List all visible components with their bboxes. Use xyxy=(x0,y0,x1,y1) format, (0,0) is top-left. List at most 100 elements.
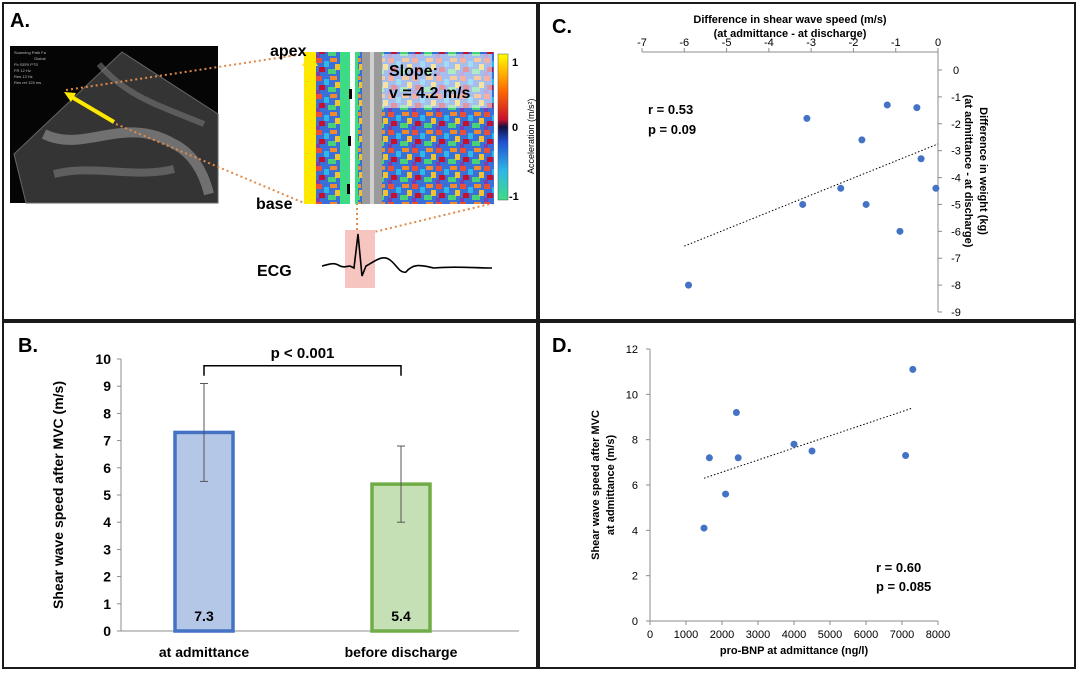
x-tick-label: -7 xyxy=(637,37,647,49)
colorbar-tick: 0 xyxy=(512,122,518,134)
panel-a-figure: Scanning Path Fa Global Fb SERI PTS FR 1… xyxy=(10,43,536,288)
x-axis-sublabel: (at admittance - at discharge) xyxy=(714,28,867,40)
x-tick-label: 4000 xyxy=(782,629,806,641)
scan-path-arrow xyxy=(68,94,116,124)
x-tick-label: -3 xyxy=(806,37,816,49)
y-tick-label: -5 xyxy=(951,199,961,211)
apex-label: apex xyxy=(270,43,307,60)
scatter-point xyxy=(913,104,921,112)
scan-path-arrowhead xyxy=(64,92,76,102)
stat-r: r = 0.53 xyxy=(648,102,693,117)
x-tick-label: 1000 xyxy=(674,629,698,641)
y-axis-sublabel: (at admittance - at discharge) xyxy=(962,95,974,248)
y-tick-label: 10 xyxy=(626,389,638,401)
scatter-point xyxy=(902,452,910,460)
x-tick-label: 0 xyxy=(647,629,653,641)
stat-p: p = 0.085 xyxy=(876,579,931,594)
guide-lines xyxy=(65,53,495,233)
y-tick-label: -6 xyxy=(951,226,961,238)
y-tick-label: -7 xyxy=(951,253,961,265)
trendline xyxy=(703,407,913,479)
x-tick-label: 7000 xyxy=(890,629,914,641)
panel-d-scatter-chart: D. 0 1000 2000 3000 4000 5000 6000 7000 8000 0 2 4 6… xyxy=(538,321,1076,669)
y-tick-label: 4 xyxy=(632,525,638,537)
x-category-label: at admittance xyxy=(159,644,249,660)
chart-c-svg: -7 -6 -5 -4 -3 -2 -1 0 0 -1 -2 -3 -4 -5 -6 -7 -8 -9 Differ… xyxy=(637,14,989,319)
y-tick-label: -4 xyxy=(951,173,961,185)
colorbar xyxy=(497,53,509,201)
stat-p: p = 0.09 xyxy=(648,122,696,137)
y-tick-label: 7 xyxy=(103,433,111,449)
y-tick-label: 4 xyxy=(103,514,111,530)
scatter-point xyxy=(732,408,740,416)
y-tick-label: 5 xyxy=(103,487,111,503)
scatter-point xyxy=(858,136,866,144)
y-tick-label: 8 xyxy=(103,405,111,421)
scatter-point xyxy=(883,101,891,109)
y-tick-label: 1 xyxy=(103,596,111,612)
colorbar-title: Acceleration (m/s²) xyxy=(526,98,536,174)
scatter-point xyxy=(803,114,811,122)
stat-r: r = 0.60 xyxy=(876,560,921,575)
y-axis-sublabel: at admittance (m/s) xyxy=(605,435,617,536)
x-tick-label: -5 xyxy=(722,37,732,49)
ultrasound-line: Res 13 Hz xyxy=(14,74,33,79)
colorbar-tick: -1 xyxy=(509,191,519,203)
bar-data-label: 5.4 xyxy=(391,608,411,624)
slope-value: v = 4.2 m/s xyxy=(389,85,470,102)
scatter-point xyxy=(862,200,870,208)
y-tick-label: 12 xyxy=(626,344,638,356)
y-axis-label: Difference in weight (kg) xyxy=(977,107,989,235)
y-tick-label: 2 xyxy=(632,571,638,583)
y-tick-label: 0 xyxy=(103,623,111,639)
scatter-point xyxy=(705,454,713,462)
trendline xyxy=(684,143,939,247)
panel-d-label: D. xyxy=(552,335,572,357)
ecg-trace xyxy=(321,233,493,277)
scatter-point xyxy=(685,281,693,289)
x-tick-label: 3000 xyxy=(746,629,770,641)
x-tick-label: -1 xyxy=(891,37,901,49)
y-tick-label: 6 xyxy=(632,480,638,492)
ecg-label: ECG xyxy=(257,263,292,280)
x-axis-label: Difference in shear wave speed (m/s) xyxy=(693,14,887,26)
mmode-apex-base-bar xyxy=(304,52,316,204)
ultrasound-line: Scanning Path Fa xyxy=(14,50,47,55)
scatter-point xyxy=(932,184,940,192)
scatter-point xyxy=(799,200,807,208)
ultrasound-header-text: Scanning Path Fa Global Fb SERI PTS FR 1… xyxy=(14,50,47,85)
ultrasound-line: Res ret 125 ms xyxy=(14,80,41,85)
scatter-point xyxy=(837,184,845,192)
scatter-point xyxy=(808,447,816,455)
x-tick-label: -2 xyxy=(849,37,859,49)
significance-annotation: p < 0.001 xyxy=(271,345,335,362)
x-category-label: before discharge xyxy=(345,644,458,660)
x-tick-label: 0 xyxy=(935,37,941,49)
x-axis-label: pro-BNP at admittance (ng/l) xyxy=(720,645,869,657)
y-tick-label: -8 xyxy=(951,280,961,292)
scatter-point xyxy=(917,155,925,163)
y-tick-label: 0 xyxy=(953,65,959,77)
y-tick-label: 10 xyxy=(95,351,111,367)
y-tick-label: -3 xyxy=(951,146,961,158)
y-axis-label: Shear wave speed after MVC xyxy=(590,410,602,560)
chart-d-svg: 0 1000 2000 3000 4000 5000 6000 7000 8000 0 2 4 6 8 10… xyxy=(590,344,950,657)
x-tick-label: 2000 xyxy=(710,629,734,641)
scatter-point xyxy=(734,454,742,462)
scatter-point xyxy=(700,524,708,532)
panel-a-echo-illustration: A. xyxy=(2,2,538,321)
ultrasound-line: Global xyxy=(34,56,46,61)
y-tick-label: -2 xyxy=(951,119,961,131)
y-tick-label: -1 xyxy=(951,92,961,104)
panel-b-bar-chart: B. 0 1 2 3 4 5 6 7 8 9 10 Shear wave speed after MV… xyxy=(2,321,538,669)
scatter-point xyxy=(790,440,798,448)
y-axis-label: Shear wave speed after MVC (m/s) xyxy=(50,381,66,609)
scatter-point xyxy=(896,227,904,235)
x-tick-label: -4 xyxy=(764,37,774,49)
scatter-point xyxy=(909,365,917,373)
y-tick-label: 6 xyxy=(103,460,111,476)
panel-c-label: C. xyxy=(552,16,572,38)
panel-b-label: B. xyxy=(18,335,38,357)
y-tick-label: 2 xyxy=(103,569,111,585)
colorbar-tick: 1 xyxy=(512,57,518,69)
